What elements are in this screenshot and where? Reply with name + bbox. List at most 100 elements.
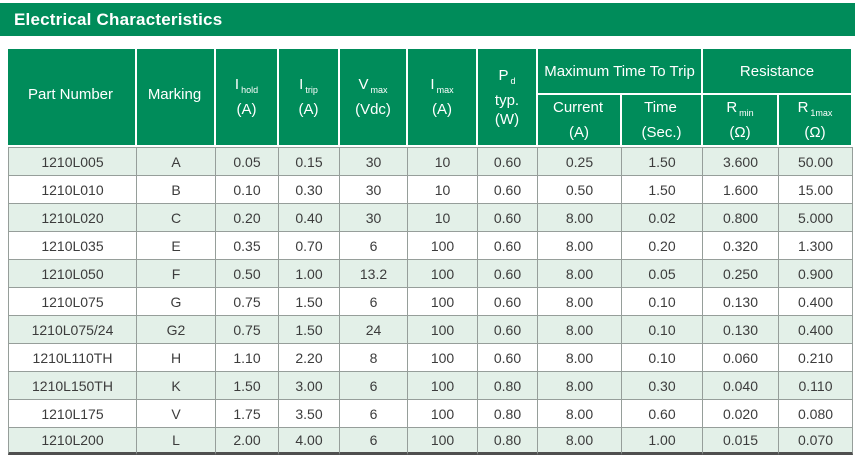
cell-marking: E [137, 231, 216, 259]
cell-i-trip: 1.50 [279, 287, 340, 315]
cell-i-trip: 0.70 [279, 231, 340, 259]
cell-trip-time: 1.50 [622, 147, 703, 175]
cell-p-d-typ: 0.80 [478, 427, 538, 455]
col-header-part-number: Part Number [8, 49, 137, 147]
cell-marking: F [137, 259, 216, 287]
cell-trip-time: 0.02 [622, 203, 703, 231]
cell-i-hold: 0.50 [216, 259, 279, 287]
cell-r-min: 0.130 [703, 287, 779, 315]
cell-r-1max: 0.900 [779, 259, 854, 287]
col-label: V [358, 76, 369, 93]
cell-r-1max: 15.00 [779, 175, 854, 203]
cell-p-d-typ: 0.60 [478, 343, 538, 371]
col-unit: (Sec.) [641, 124, 682, 141]
table-row: 1210L020 C 0.20 0.40 30 10 0.60 8.00 0.0… [8, 203, 854, 231]
col-header-trip-current: Current (A) [538, 95, 622, 147]
cell-part-number: 1210L200 [8, 427, 137, 455]
cell-i-trip: 3.00 [279, 371, 340, 399]
cell-marking: G [137, 287, 216, 315]
col-label: Current [552, 99, 604, 116]
cell-i-trip: 4.00 [279, 427, 340, 455]
cell-i-hold: 1.50 [216, 371, 279, 399]
cell-part-number: 1210L110TH [8, 343, 137, 371]
cell-i-max: 10 [408, 175, 478, 203]
col-unit: (A) [298, 101, 319, 118]
cell-i-trip: 0.40 [279, 203, 340, 231]
cell-trip-current: 0.50 [538, 175, 622, 203]
col-unit: (Ω) [804, 124, 826, 141]
cell-r-1max: 0.400 [779, 315, 854, 343]
col-sub: min [739, 108, 754, 118]
cell-r-min: 0.320 [703, 231, 779, 259]
col-label: I [299, 76, 304, 93]
cell-i-hold: 0.75 [216, 287, 279, 315]
cell-marking: K [137, 371, 216, 399]
section-title: Electrical Characteristics [0, 3, 855, 36]
cell-marking: V [137, 399, 216, 427]
cell-i-trip: 2.20 [279, 343, 340, 371]
cell-trip-time: 1.50 [622, 175, 703, 203]
cell-marking: G2 [137, 315, 216, 343]
col-sub: d [510, 75, 516, 86]
cell-v-max: 6 [340, 231, 408, 259]
col-unit: (A) [236, 101, 257, 118]
cell-marking: A [137, 147, 216, 175]
cell-part-number: 1210L020 [8, 203, 137, 231]
cell-trip-current: 8.00 [538, 231, 622, 259]
cell-trip-time: 0.20 [622, 231, 703, 259]
cell-trip-current: 8.00 [538, 315, 622, 343]
cell-trip-time: 0.05 [622, 259, 703, 287]
cell-v-max: 8 [340, 343, 408, 371]
cell-i-max: 100 [408, 399, 478, 427]
datasheet-page: Electrical Characteristics Part Number M… [0, 3, 855, 471]
cell-trip-current: 0.25 [538, 147, 622, 175]
cell-p-d-typ: 0.60 [478, 259, 538, 287]
cell-r-1max: 0.110 [779, 371, 854, 399]
col-unit: (Vdc) [355, 101, 391, 118]
cell-marking: C [137, 203, 216, 231]
cell-i-max: 100 [408, 315, 478, 343]
cell-trip-current: 8.00 [538, 427, 622, 455]
table-row: 1210L075/24 G2 0.75 1.50 24 100 0.60 8.0… [8, 315, 854, 343]
cell-v-max: 6 [340, 287, 408, 315]
cell-p-d-typ: 0.80 [478, 371, 538, 399]
cell-part-number: 1210L175 [8, 399, 137, 427]
cell-part-number: 1210L075 [8, 287, 137, 315]
cell-trip-current: 8.00 [538, 343, 622, 371]
table-row: 1210L005 A 0.05 0.15 30 10 0.60 0.25 1.5… [8, 147, 854, 175]
cell-i-trip: 1.00 [279, 259, 340, 287]
cell-i-max: 10 [408, 147, 478, 175]
cell-trip-time: 0.10 [622, 287, 703, 315]
cell-r-1max: 1.300 [779, 231, 854, 259]
cell-r-min: 0.020 [703, 399, 779, 427]
cell-marking: L [137, 427, 216, 455]
table-row: 1210L150TH K 1.50 3.00 6 100 0.80 8.00 0… [8, 371, 854, 399]
col-unit: typ. [494, 91, 520, 109]
cell-v-max: 30 [340, 203, 408, 231]
cell-r-min: 0.250 [703, 259, 779, 287]
cell-r-min: 0.040 [703, 371, 779, 399]
col-header-marking: Marking [137, 49, 216, 147]
col-label: R [797, 99, 809, 116]
table-row: 1210L110TH H 1.10 2.20 8 100 0.60 8.00 0… [8, 343, 854, 371]
table-row: 1210L075 G 0.75 1.50 6 100 0.60 8.00 0.1… [8, 287, 854, 315]
cell-part-number: 1210L005 [8, 147, 137, 175]
cell-trip-time: 0.10 [622, 343, 703, 371]
cell-i-hold: 0.05 [216, 147, 279, 175]
cell-i-trip: 0.15 [279, 147, 340, 175]
cell-r-min: 0.800 [703, 203, 779, 231]
cell-marking: B [137, 175, 216, 203]
cell-trip-current: 8.00 [538, 287, 622, 315]
cell-r-min: 1.600 [703, 175, 779, 203]
col-label: I [430, 76, 435, 93]
cell-i-max: 10 [408, 203, 478, 231]
cell-trip-current: 8.00 [538, 371, 622, 399]
cell-i-trip: 3.50 [279, 399, 340, 427]
cell-trip-current: 8.00 [538, 399, 622, 427]
cell-trip-time: 0.10 [622, 315, 703, 343]
table-row: 1210L010 B 0.10 0.30 30 10 0.60 0.50 1.5… [8, 175, 854, 203]
